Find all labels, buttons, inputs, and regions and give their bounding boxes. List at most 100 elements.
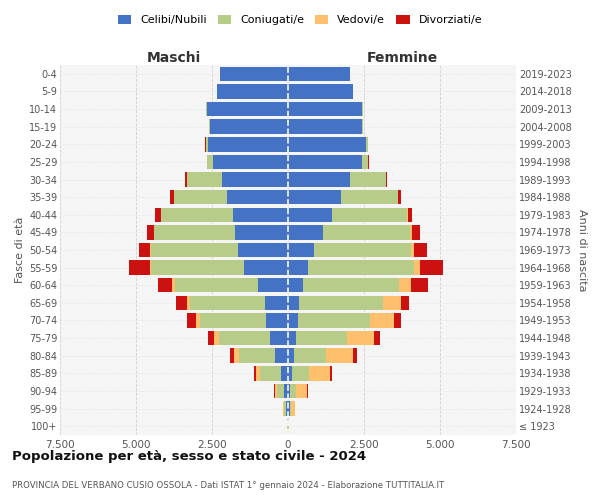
Bar [244,260,288,275]
Bar [170,190,174,204]
Bar [207,154,212,169]
Bar [254,366,256,380]
Bar [139,243,151,257]
Bar [288,366,292,380]
Bar [288,190,341,204]
Bar [296,331,347,345]
Bar [233,208,288,222]
Bar [217,84,288,98]
Bar [220,66,288,81]
Bar [256,366,260,380]
Bar [302,278,399,292]
Bar [235,225,288,240]
Bar [401,296,409,310]
Bar [288,102,362,117]
Bar [288,243,314,257]
Bar [174,190,227,204]
Y-axis label: Fasce di età: Fasce di età [14,217,25,283]
Bar [362,120,363,134]
Bar [288,137,365,152]
Bar [151,243,238,257]
Bar [196,314,200,328]
Bar [206,137,208,152]
Text: Femmine: Femmine [367,51,437,65]
Bar [288,66,350,81]
Bar [161,208,233,222]
Bar [288,402,290,416]
Bar [230,348,234,363]
Bar [185,172,187,186]
Bar [147,225,154,240]
Bar [208,331,214,345]
Bar [288,314,298,328]
Bar [298,314,370,328]
Bar [281,366,288,380]
Bar [239,348,275,363]
Bar [219,331,271,345]
Bar [288,384,290,398]
Bar [398,190,401,204]
Bar [408,208,412,222]
Bar [238,243,288,257]
Bar [410,278,428,292]
Bar [190,296,265,310]
Bar [275,348,288,363]
Bar [155,208,161,222]
Bar [283,402,284,416]
Bar [341,190,398,204]
Bar [288,331,296,345]
Bar [292,366,309,380]
Bar [214,331,219,345]
Bar [314,243,411,257]
Bar [212,154,288,169]
Text: Popolazione per età, sesso e stato civile - 2024: Popolazione per età, sesso e stato civil… [12,450,366,463]
Legend: Celibi/Nubili, Coniugati/e, Vedovi/e, Divorziati/e: Celibi/Nubili, Coniugati/e, Vedovi/e, Di… [113,10,487,30]
Bar [284,402,286,416]
Bar [187,172,222,186]
Bar [209,120,288,134]
Bar [294,348,326,363]
Bar [323,225,410,240]
Bar [332,208,407,222]
Bar [284,384,288,398]
Bar [308,260,414,275]
Bar [150,260,151,275]
Bar [383,296,401,310]
Bar [288,172,350,186]
Bar [176,296,187,310]
Bar [309,366,330,380]
Bar [275,384,277,398]
Bar [206,102,288,117]
Bar [291,402,295,416]
Bar [277,384,284,398]
Y-axis label: Anni di nascita: Anni di nascita [577,209,587,291]
Bar [386,172,388,186]
Bar [286,402,288,416]
Bar [288,120,362,134]
Bar [288,348,294,363]
Bar [299,296,383,310]
Bar [258,278,288,292]
Bar [410,225,412,240]
Bar [172,278,175,292]
Text: Maschi: Maschi [147,51,201,65]
Bar [274,384,275,398]
Bar [394,314,401,328]
Bar [288,278,302,292]
Bar [288,154,362,169]
Bar [158,278,172,292]
Bar [330,366,332,380]
Bar [175,278,258,292]
Bar [151,260,244,275]
Bar [208,137,288,152]
Bar [290,402,291,416]
Bar [353,348,358,363]
Text: PROVINCIA DEL VERBANO CUSIO OSSOLA - Dati ISTAT 1° gennaio 2024 - Elaborazione T: PROVINCIA DEL VERBANO CUSIO OSSOLA - Dat… [12,480,444,490]
Bar [265,296,288,310]
Bar [413,243,427,257]
Bar [187,314,196,328]
Bar [288,225,323,240]
Bar [271,331,288,345]
Bar [374,331,380,345]
Bar [288,84,353,98]
